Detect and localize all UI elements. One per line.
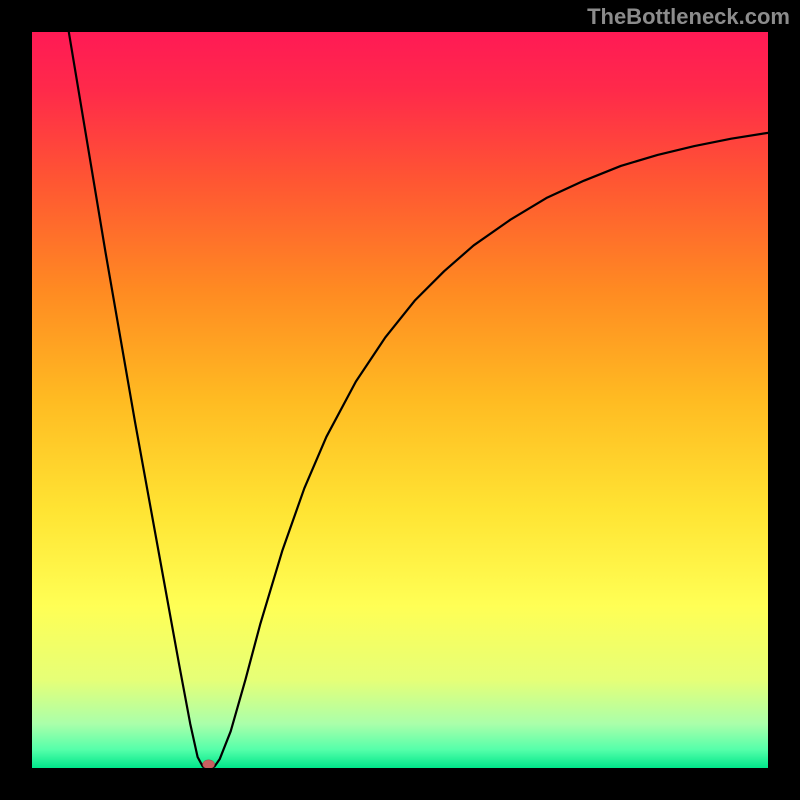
figure-container: TheBottleneck.com [0, 0, 800, 800]
watermark-source: TheBottleneck.com [587, 4, 790, 30]
plot-background [32, 32, 768, 768]
minimum-marker [203, 760, 215, 768]
plot-area [32, 32, 768, 768]
